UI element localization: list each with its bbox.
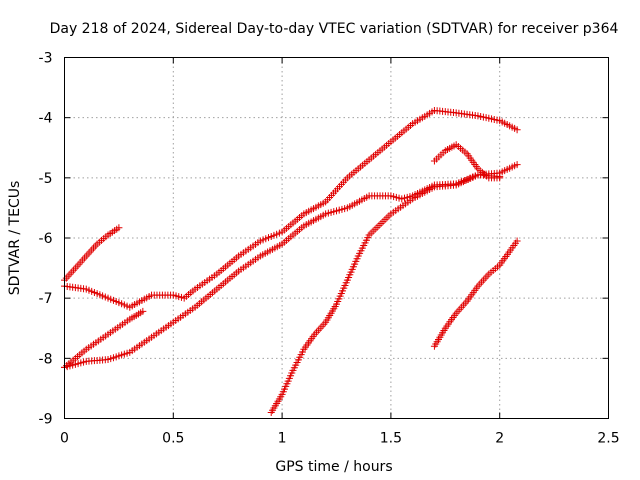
series-track-5 xyxy=(267,171,504,416)
series-track-3 xyxy=(61,307,147,371)
data-point xyxy=(139,307,147,315)
x-tick-label: 2.5 xyxy=(597,431,619,447)
data-point xyxy=(513,126,521,134)
x-tick-label: 0.5 xyxy=(162,431,184,447)
x-tick-label: 2 xyxy=(495,431,504,447)
x-tick-label: 1.5 xyxy=(380,431,402,447)
series-track-1 xyxy=(61,224,123,284)
data-point xyxy=(115,224,123,232)
y-tick-labels: -9 -8 -7 -6 -5 -4 -3 xyxy=(39,51,53,428)
plot-frame xyxy=(64,57,609,419)
y-tick-label: -6 xyxy=(39,231,53,247)
grid-lines xyxy=(64,57,609,419)
y-tick-label: -8 xyxy=(39,351,53,367)
x-axis-label: GPS time / hours xyxy=(275,459,392,475)
y-tick-label: -4 xyxy=(39,111,53,127)
series-track-2 xyxy=(61,106,521,311)
series-track-4 xyxy=(61,161,521,371)
series-track-7 xyxy=(430,237,521,350)
chart-title: Day 218 of 2024, Sidereal Day-to-day VTE… xyxy=(50,21,619,37)
data-markers xyxy=(61,106,521,416)
x-tick-label: 1 xyxy=(278,431,287,447)
y-tick-label: -5 xyxy=(39,171,53,187)
series-track-6 xyxy=(430,141,504,182)
data-point xyxy=(496,174,504,182)
y-axis-label: SDTVAR / TECUs xyxy=(7,181,23,296)
y-tick-label: -3 xyxy=(39,51,53,67)
data-point xyxy=(513,237,521,245)
y-tick-label: -7 xyxy=(39,291,53,307)
y-tick-label: -9 xyxy=(39,412,53,428)
x-tick-label: 0 xyxy=(60,431,69,447)
data-point xyxy=(513,161,521,169)
x-tick-labels: 0 0.5 1 1.5 2 2.5 xyxy=(60,431,620,447)
